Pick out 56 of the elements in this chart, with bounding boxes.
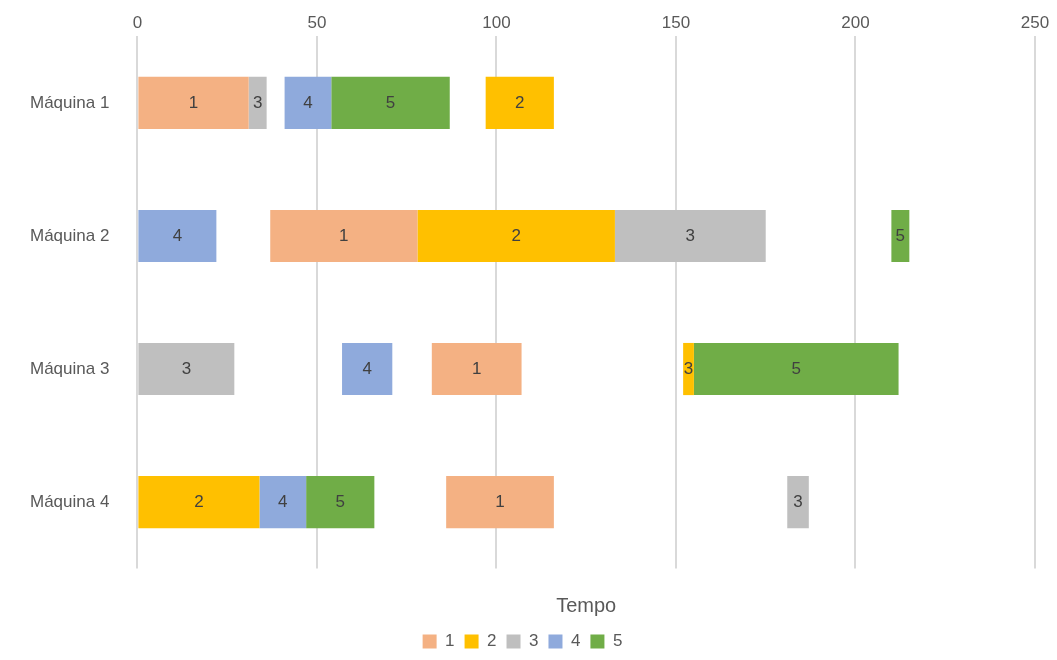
legend-label: 3 [529,631,539,651]
bar [431,342,522,396]
bar [138,476,260,529]
text: 4 [278,491,288,511]
text: 4 [362,358,372,378]
bar [446,476,554,529]
bar [614,209,766,263]
text: 1 [188,92,199,112]
text: 2 [511,225,521,245]
text: 3 [793,491,803,511]
x-tick-label: 200 [841,12,870,32]
y-tick-label: Máquina 4 [30,491,110,511]
annotation: 3 [683,358,694,378]
legend-label: 1 [445,631,455,651]
y-tick-label: Máquina 1 [30,92,110,112]
text: 2 [515,92,525,112]
bar [417,209,615,263]
text: 5 [335,491,345,511]
text: 4 [303,92,313,112]
bar [683,342,694,396]
y-tick-label: Máquina 2 [30,225,110,245]
bar [331,76,450,129]
legend-label: 4 [570,631,581,651]
bar [693,342,899,396]
bar [248,76,267,129]
text: 3 [181,358,192,378]
bar [270,209,418,263]
x-tick-label: 0 [132,12,143,32]
text: 1 [471,358,482,378]
bar [306,476,375,529]
x-tick-label: 150 [661,12,691,32]
bar [138,209,217,263]
x-tick-label: 100 [482,12,511,32]
x-tick-label: 250 [1020,12,1050,32]
y-tick-label: Máquina 3 [30,358,110,378]
text: 2 [194,491,204,511]
text: 1 [339,225,349,245]
bar [259,476,307,529]
bar [342,342,393,396]
text: 5 [385,92,396,112]
legend-label: 2 [487,631,497,651]
legend-label: 5 [612,631,623,651]
text: 3 [685,225,696,245]
text: 5 [895,225,906,245]
bar [138,76,249,129]
x-axis-title: Tempo [556,594,617,617]
bar [485,76,554,129]
x-tick-label: 50 [307,12,327,32]
bar [787,476,809,529]
text: 3 [252,92,263,112]
bar [891,209,910,263]
bar [138,342,235,396]
text: 4 [172,225,183,245]
bar [284,76,332,129]
text: 5 [791,358,801,378]
text: 1 [495,491,505,511]
